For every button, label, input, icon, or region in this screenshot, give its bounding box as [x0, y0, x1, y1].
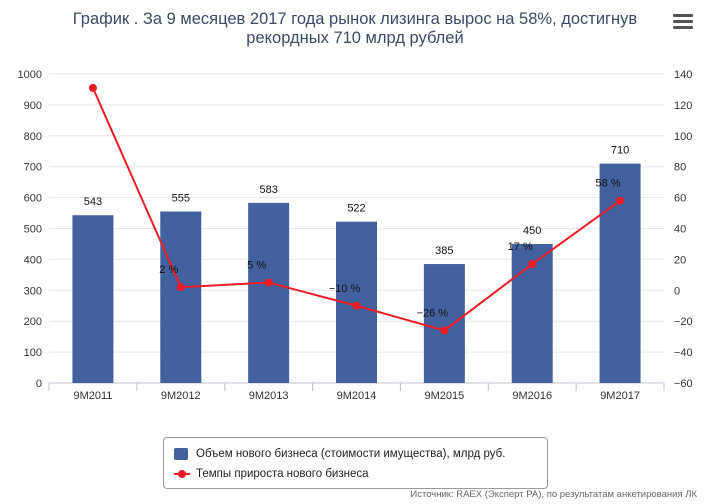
y-left-tick-label: 500 [24, 224, 42, 236]
y-right-tick-label: 60 [674, 193, 686, 205]
growth-point [616, 196, 625, 205]
x-tick-label: 9M2017 [600, 390, 640, 402]
bar [160, 211, 202, 383]
y-left-tick-label: 600 [24, 193, 42, 205]
legend-bar-label: Объем нового бизнеса (стоимости имуществ… [196, 448, 506, 460]
y-right-tick-label: −20 [674, 316, 693, 328]
x-tick-label: 9M2011 [73, 390, 112, 402]
y-left-tick-label: 200 [24, 316, 42, 328]
growth-point [440, 326, 449, 335]
growth-point [528, 260, 537, 269]
bar [72, 215, 114, 383]
bar-value-label: 555 [172, 193, 190, 205]
growth-value-label: −26 % [417, 307, 449, 319]
y-left-tick-label: 1000 [18, 69, 42, 81]
y-left-tick-label: 300 [24, 285, 42, 297]
x-tick-label: 9M2015 [424, 390, 464, 402]
source-credit: Источник: RAEX (Эксперт РА), по результа… [410, 489, 697, 500]
chart-title: График . За 9 месяцев 2017 года рынок ли… [72, 10, 638, 47]
bar-value-label: 522 [347, 203, 365, 215]
y-right-tick-label: 100 [674, 131, 692, 143]
y-right-tick-label: 40 [674, 224, 686, 236]
bar [423, 264, 465, 383]
legend-line-label: Темпы прироста нового бизнеса [196, 468, 369, 480]
legend-line-swatch [174, 468, 190, 480]
growth-value-label: 2 % [159, 264, 178, 276]
growth-point [88, 83, 97, 92]
menu-line [673, 14, 693, 17]
y-left-tick-label: 0 [36, 378, 42, 390]
y-left-tick-label: 100 [24, 347, 42, 359]
bar-value-label: 543 [84, 196, 102, 208]
growth-point [352, 301, 361, 310]
y-left-tick-label: 900 [24, 100, 42, 112]
x-tick-label: 9M2012 [161, 390, 201, 402]
growth-point [264, 278, 273, 287]
growth-value-label: 58 % [596, 178, 621, 190]
bar-value-label: 710 [611, 145, 629, 157]
legend-item-growth[interactable]: Темпы прироста нового бизнеса [174, 464, 537, 484]
bar-value-label: 583 [259, 184, 277, 196]
y-right-tick-label: 20 [674, 254, 686, 266]
y-left-tick-label: 800 [24, 131, 42, 143]
y-right-tick-label: 120 [674, 100, 692, 112]
bar-value-label: 385 [435, 245, 453, 257]
hamburger-menu-icon[interactable] [673, 14, 693, 30]
y-left-tick-label: 400 [24, 254, 42, 266]
y-right-tick-label: −40 [674, 347, 693, 359]
x-tick-label: 9M2014 [337, 390, 377, 402]
growth-value-label: 17 % [508, 241, 533, 253]
x-tick-label: 9M2013 [249, 390, 289, 402]
chart-legend: Объем нового бизнеса (стоимости имуществ… [163, 437, 548, 489]
bar [248, 202, 290, 383]
y-right-tick-label: −60 [674, 378, 693, 390]
y-left-tick-label: 700 [24, 162, 42, 174]
y-right-tick-label: 0 [674, 285, 680, 297]
y-right-tick-label: 80 [674, 162, 686, 174]
bar [599, 163, 641, 383]
menu-line [673, 20, 693, 23]
growth-value-label: 5 % [247, 260, 266, 272]
x-tick-label: 9M2016 [512, 390, 552, 402]
legend-bar-swatch [174, 448, 188, 460]
menu-line [673, 26, 693, 29]
y-right-tick-label: 140 [674, 69, 692, 81]
growth-value-label: −10 % [329, 283, 361, 295]
legend-item-volume[interactable]: Объем нового бизнеса (стоимости имуществ… [174, 444, 537, 464]
bar-value-label: 450 [523, 225, 541, 237]
growth-point [176, 283, 185, 292]
